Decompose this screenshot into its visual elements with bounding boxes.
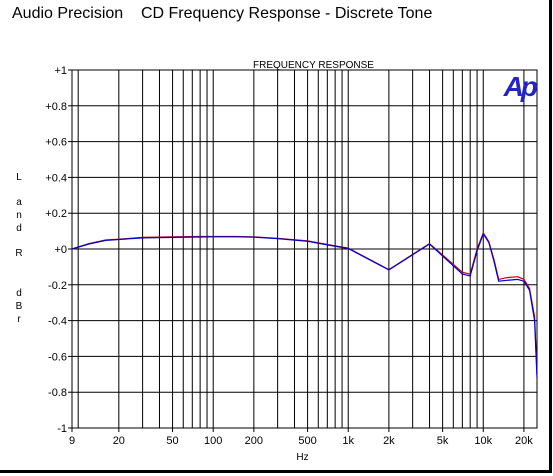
y-tick-label: +0.2 — [45, 208, 67, 220]
x-tick-label: 5k — [437, 435, 449, 447]
series-line-2 — [71, 232, 538, 378]
y-axis-label-char: R — [15, 248, 22, 259]
x-tick-label: 1k — [342, 435, 354, 447]
y-axis-label-char: r — [17, 314, 21, 325]
x-tick-label: 200 — [245, 435, 263, 447]
y-tick-label: -0.2 — [48, 280, 67, 292]
y-tick-label: -0.4 — [48, 316, 67, 328]
grid — [71, 69, 537, 429]
y-axis-label-char: n — [16, 210, 22, 221]
x-axis-label: Hz — [296, 452, 308, 463]
x-tick-label: 2k — [383, 435, 395, 447]
plot-title: FREQUENCY RESPONSE — [253, 60, 374, 71]
y-axis-label-char: d — [16, 288, 22, 299]
y-tick-label: +0.6 — [45, 137, 67, 149]
chart-heading: CD Frequency Response - Discrete Tone — [140, 5, 433, 22]
y-axis-label-char: a — [16, 197, 22, 208]
ap-logo: Ap — [503, 71, 538, 102]
x-axis: 9 20 50 100 200 500 1k 2k 5k 10k 20k — [69, 428, 533, 447]
y-tick-label: +0.8 — [45, 101, 67, 113]
y-tick-label: -0.6 — [48, 351, 67, 363]
y-tick-label: -0.8 — [48, 387, 67, 399]
y-axis: +1 +0.8 +0.6 +0.4 +0.2 +0 -0.2 -0.4 -0.6 -0.8 -1 — [45, 65, 72, 435]
x-tick-label: 100 — [204, 435, 222, 447]
y-tick-label: -1 — [57, 423, 67, 435]
y-tick-label: +0 — [54, 244, 67, 256]
brand-name: Audio Precision — [12, 5, 124, 22]
x-tick-label: 10k — [474, 435, 492, 447]
x-tick-label: 20k — [515, 435, 533, 447]
x-tick-label: 500 — [298, 435, 316, 447]
y-tick-label: +1 — [54, 65, 67, 77]
x-tick-label: 50 — [166, 435, 178, 447]
y-axis-label-char: L — [16, 172, 22, 183]
x-tick-label: 20 — [113, 435, 125, 447]
y-tick-label: +0.4 — [45, 172, 67, 184]
y-axis-label-char: B — [16, 301, 23, 312]
header-title: Audio Precision CD Frequency Response - … — [12, 5, 432, 23]
series-line-1 — [71, 231, 538, 375]
x-tick-label: 9 — [69, 435, 75, 447]
y-axis-label-char: d — [16, 223, 22, 234]
series-group — [71, 231, 538, 378]
